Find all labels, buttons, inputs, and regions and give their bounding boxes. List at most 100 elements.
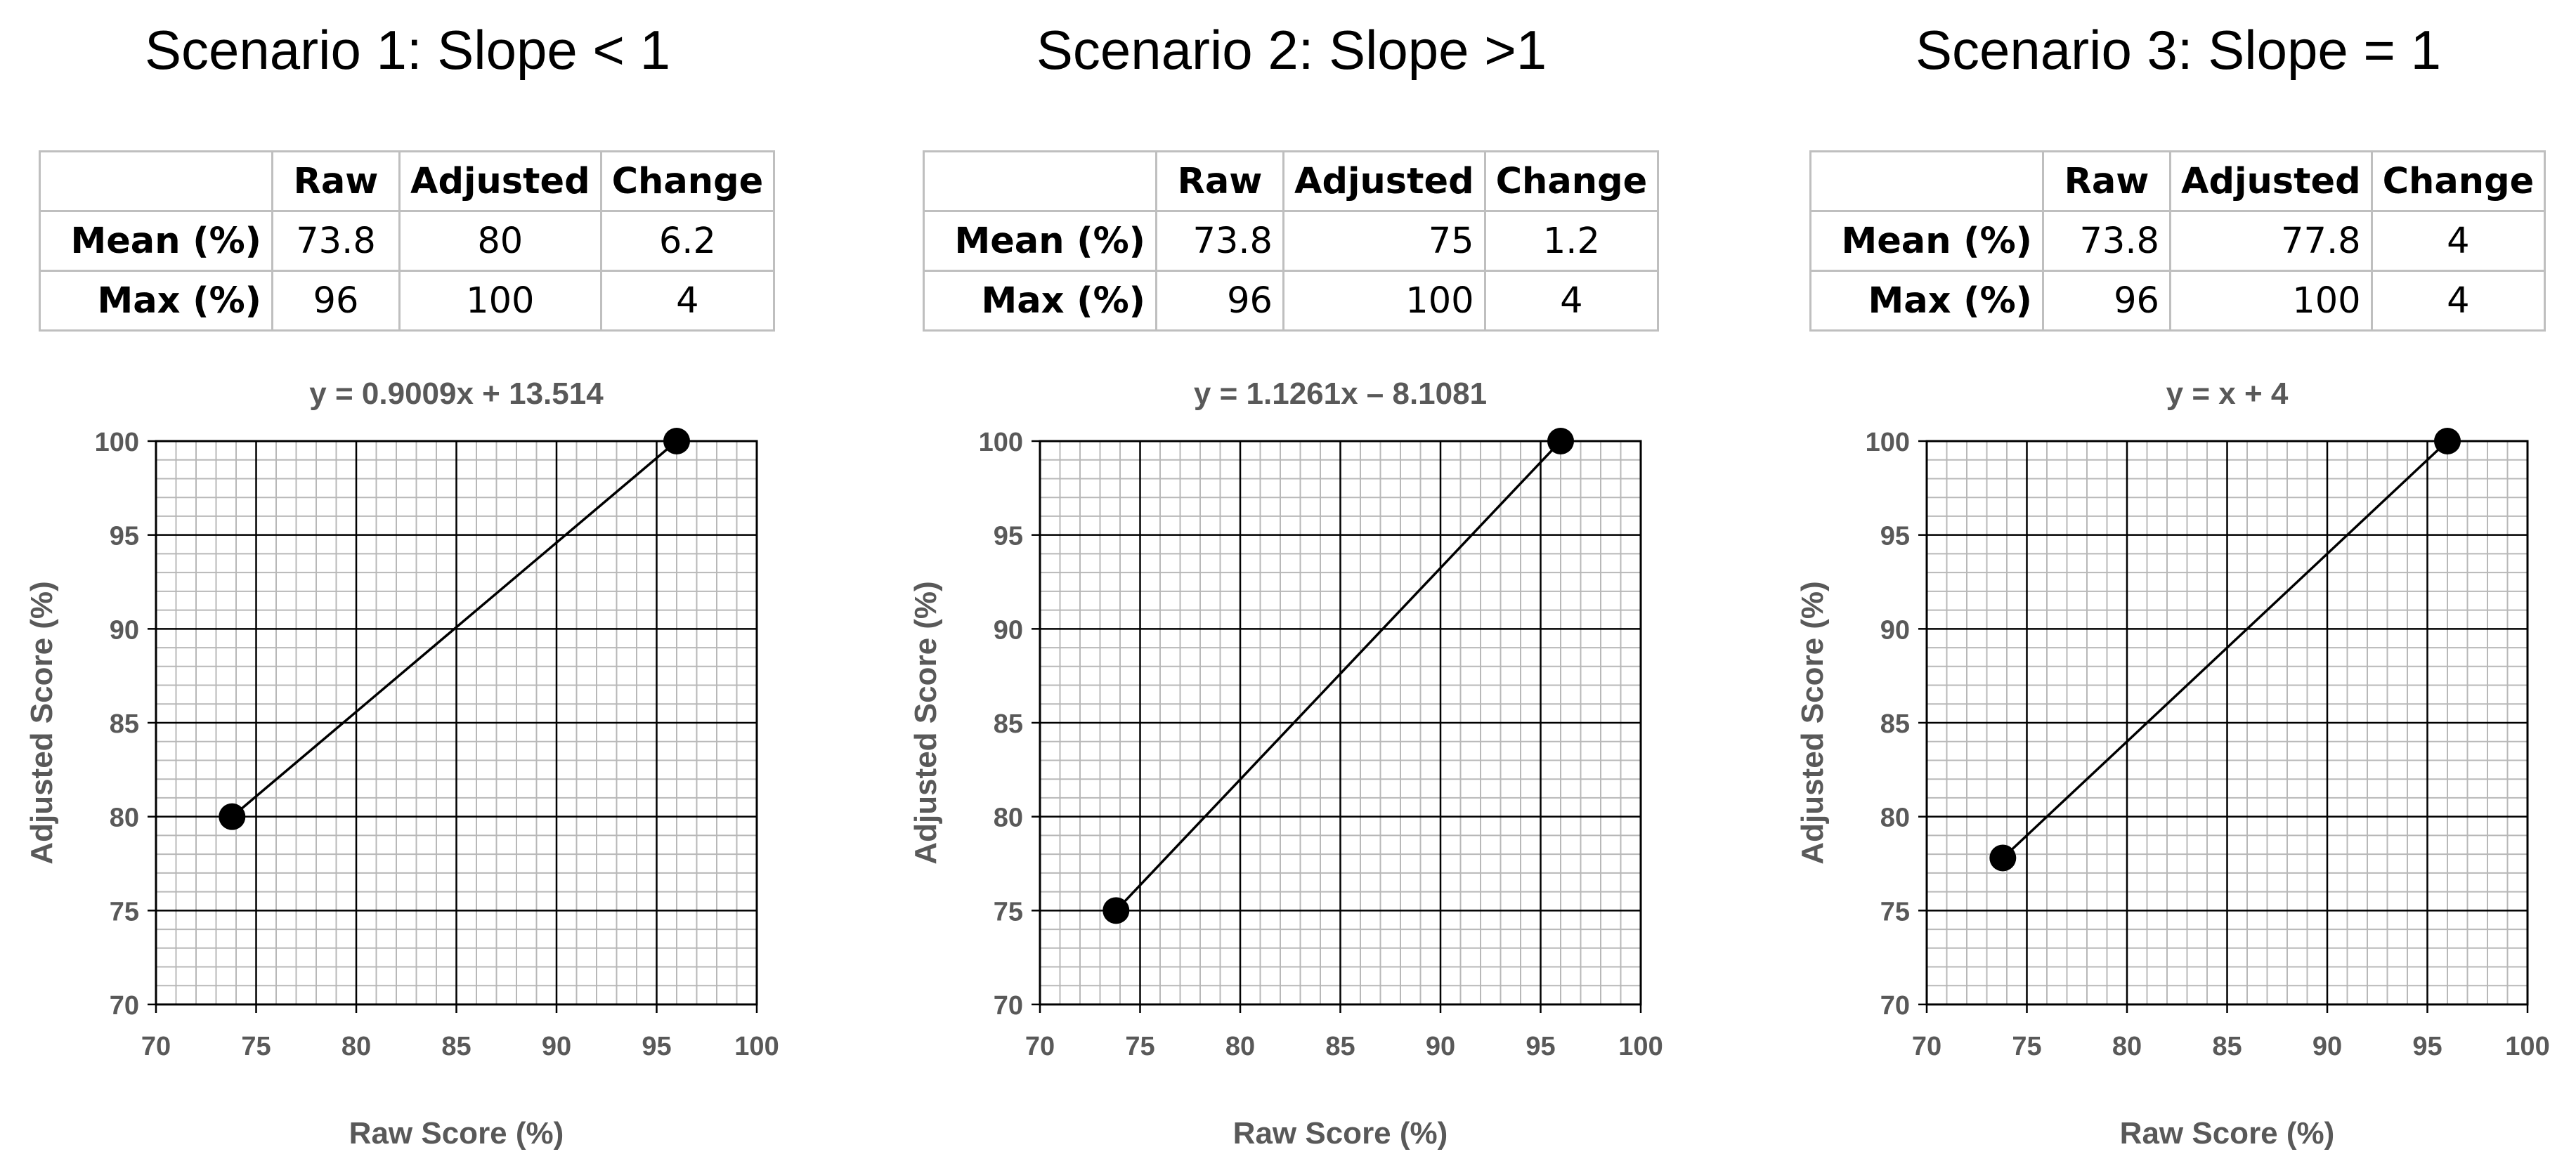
header-blank <box>39 150 273 212</box>
cell-raw: 96 <box>271 270 401 332</box>
major-gridlines <box>156 441 757 1004</box>
x-tick-label: 75 <box>2012 1032 2041 1061</box>
scatter-line-chart: y = 0.9009x + 13.514 70 75 80 85 90 95 100 70 75 8… <box>25 376 779 1151</box>
header-raw: Raw <box>1155 150 1284 212</box>
x-tick-label: 95 <box>2412 1032 2442 1061</box>
series-line <box>2002 440 2449 859</box>
cell-change: 4 <box>599 270 776 332</box>
y-tick-label: 80 <box>994 804 1023 833</box>
x-tick-label: 80 <box>2112 1032 2142 1061</box>
header-change: Change <box>1483 150 1660 212</box>
cell-raw: 96 <box>1155 270 1284 332</box>
y-tick-label: 70 <box>994 991 1023 1021</box>
row-label: Max (%) <box>923 270 1157 332</box>
y-tick-label: 100 <box>95 428 139 457</box>
cell-adjusted: 77.8 <box>2169 210 2373 272</box>
x-tick-label: 75 <box>241 1032 271 1061</box>
table-row: Max (%) 96 100 4 <box>1809 270 2546 332</box>
scenario-title: Scenario 2: Slope >1 <box>1036 19 1547 81</box>
stats-table: Raw Adjusted Change Mean (%) 73.8 77.8 4… <box>1809 150 2546 332</box>
header-blank <box>1809 150 2044 212</box>
x-tick-label: 90 <box>542 1032 571 1061</box>
cell-adjusted: 100 <box>398 270 602 332</box>
header-blank <box>923 150 1157 212</box>
table-row: Max (%) 96 100 4 <box>39 270 776 332</box>
y-tick-label: 95 <box>1880 522 1910 551</box>
x-tick-label: 90 <box>1426 1032 1455 1061</box>
y-tick-label: 85 <box>994 709 1023 739</box>
y-axis-title: Adjusted Score (%) <box>1795 581 1830 864</box>
cell-change: 1.2 <box>1483 210 1660 272</box>
table-row: Mean (%) 73.8 77.8 4 <box>1809 210 2546 272</box>
equation-label: y = 0.9009x + 13.514 <box>309 376 604 411</box>
x-tick-label: 75 <box>1125 1032 1154 1061</box>
major-gridlines <box>1040 441 1641 1004</box>
y-tick-label: 75 <box>110 897 139 926</box>
y-tick-label: 85 <box>1880 709 1910 739</box>
y-tick-label: 90 <box>994 615 1023 645</box>
scenario-panel-1: Scenario 1: Slope < 1 Raw Adjusted Chang… <box>0 0 859 1173</box>
table-row: Mean (%) 73.8 80 6.2 <box>39 210 776 272</box>
data-point <box>1989 844 2017 872</box>
row-label: Mean (%) <box>1809 210 2044 272</box>
y-tick-label: 75 <box>994 897 1023 926</box>
y-axis-title: Adjusted Score (%) <box>25 581 59 864</box>
cell-adjusted: 100 <box>2169 270 2373 332</box>
cell-raw: 73.8 <box>271 210 401 272</box>
table-header-row: Raw Adjusted Change <box>923 150 1660 212</box>
data-point <box>1547 428 1574 454</box>
stats-table: Raw Adjusted Change Mean (%) 73.8 80 6.2… <box>39 150 776 332</box>
cell-raw: 73.8 <box>2042 210 2171 272</box>
data-point <box>1102 897 1130 924</box>
table-header-row: Raw Adjusted Change <box>39 150 776 212</box>
x-tick-label: 100 <box>1618 1032 1663 1061</box>
y-tick-label: 75 <box>1880 897 1910 926</box>
row-label: Max (%) <box>1809 270 2044 332</box>
scenario-panel-3: Scenario 3: Slope = 1 Raw Adjusted Chang… <box>1771 0 2576 1173</box>
scenario-panel-2: Scenario 2: Slope >1 Raw Adjusted Change… <box>884 0 1743 1173</box>
cell-raw: 73.8 <box>1155 210 1284 272</box>
cell-change: 4 <box>2370 270 2546 332</box>
table-header-row: Raw Adjusted Change <box>1809 150 2546 212</box>
x-axis-title: Raw Score (%) <box>1233 1116 1448 1151</box>
x-tick-label: 85 <box>441 1032 471 1061</box>
cell-adjusted: 80 <box>398 210 602 272</box>
row-label: Mean (%) <box>39 210 273 272</box>
y-tick-label: 95 <box>994 522 1023 551</box>
x-tick-label: 70 <box>1912 1032 1941 1061</box>
data-point <box>663 428 690 454</box>
y-tick-label: 100 <box>979 428 1023 457</box>
scatter-line-chart: y = 1.1261x – 8.1081 70 75 80 85 90 95 100 70 75 8… <box>909 376 1663 1151</box>
y-tick-label: 95 <box>110 522 139 551</box>
x-tick-label: 95 <box>1526 1032 1555 1061</box>
series-line <box>231 440 678 818</box>
y-tick-label: 80 <box>110 804 139 833</box>
y-tick-label: 90 <box>110 615 139 645</box>
scatter-line-chart: y = x + 4 70 75 80 85 90 95 100 70 75 80 85 90 95 100 R… <box>1795 376 2550 1151</box>
table-row: Mean (%) 73.8 75 1.2 <box>923 210 1660 272</box>
row-label: Mean (%) <box>923 210 1157 272</box>
x-tick-label: 90 <box>2312 1032 2342 1061</box>
x-tick-label: 70 <box>1025 1032 1055 1061</box>
cell-change: 4 <box>2370 210 2546 272</box>
header-change: Change <box>599 150 776 212</box>
x-tick-label: 80 <box>1225 1032 1255 1061</box>
header-change: Change <box>2370 150 2546 212</box>
x-tick-label: 80 <box>341 1032 371 1061</box>
cell-change: 6.2 <box>599 210 776 272</box>
x-tick-label: 85 <box>1325 1032 1355 1061</box>
major-gridlines <box>1927 441 2528 1004</box>
y-tick-label: 70 <box>1880 991 1910 1021</box>
x-tick-label: 95 <box>642 1032 671 1061</box>
stats-table: Raw Adjusted Change Mean (%) 73.8 75 1.2… <box>923 150 1660 332</box>
table-row: Max (%) 96 100 4 <box>923 270 1660 332</box>
y-axis-title: Adjusted Score (%) <box>909 581 943 864</box>
cell-adjusted: 75 <box>1282 210 1486 272</box>
cell-raw: 96 <box>2042 270 2171 332</box>
data-point <box>219 803 246 830</box>
x-tick-label: 70 <box>141 1032 171 1061</box>
cell-adjusted: 100 <box>1282 270 1486 332</box>
series-line <box>1115 440 1562 912</box>
x-tick-label: 85 <box>2212 1032 2242 1061</box>
y-tick-label: 80 <box>1880 804 1910 833</box>
